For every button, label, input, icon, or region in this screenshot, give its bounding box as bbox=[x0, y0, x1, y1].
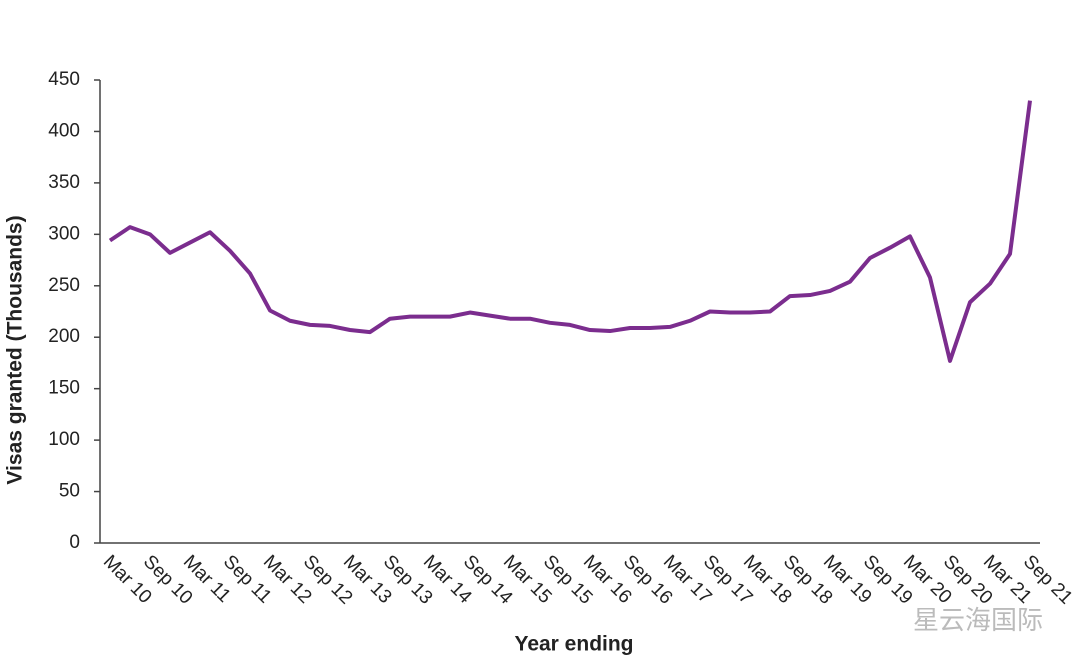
y-tick-label: 400 bbox=[48, 120, 80, 141]
y-tick-label: 200 bbox=[48, 326, 80, 347]
y-tick-label: 150 bbox=[48, 378, 80, 399]
line bbox=[108, 100, 1032, 363]
y-tick-label: 300 bbox=[48, 223, 80, 244]
y-tick-label: 250 bbox=[48, 275, 80, 296]
y-tick-label: 0 bbox=[69, 532, 80, 553]
y-tick-label: 50 bbox=[59, 481, 80, 502]
y-tick-label: 100 bbox=[48, 429, 80, 450]
y-tick-label: 350 bbox=[48, 172, 80, 193]
x-axis-title: Year ending bbox=[514, 633, 633, 656]
y-axis-title: Visas granted (Thousands) bbox=[4, 215, 27, 484]
watermark: 星云海国际 bbox=[913, 605, 1043, 635]
y-tick-label: 450 bbox=[48, 69, 80, 90]
